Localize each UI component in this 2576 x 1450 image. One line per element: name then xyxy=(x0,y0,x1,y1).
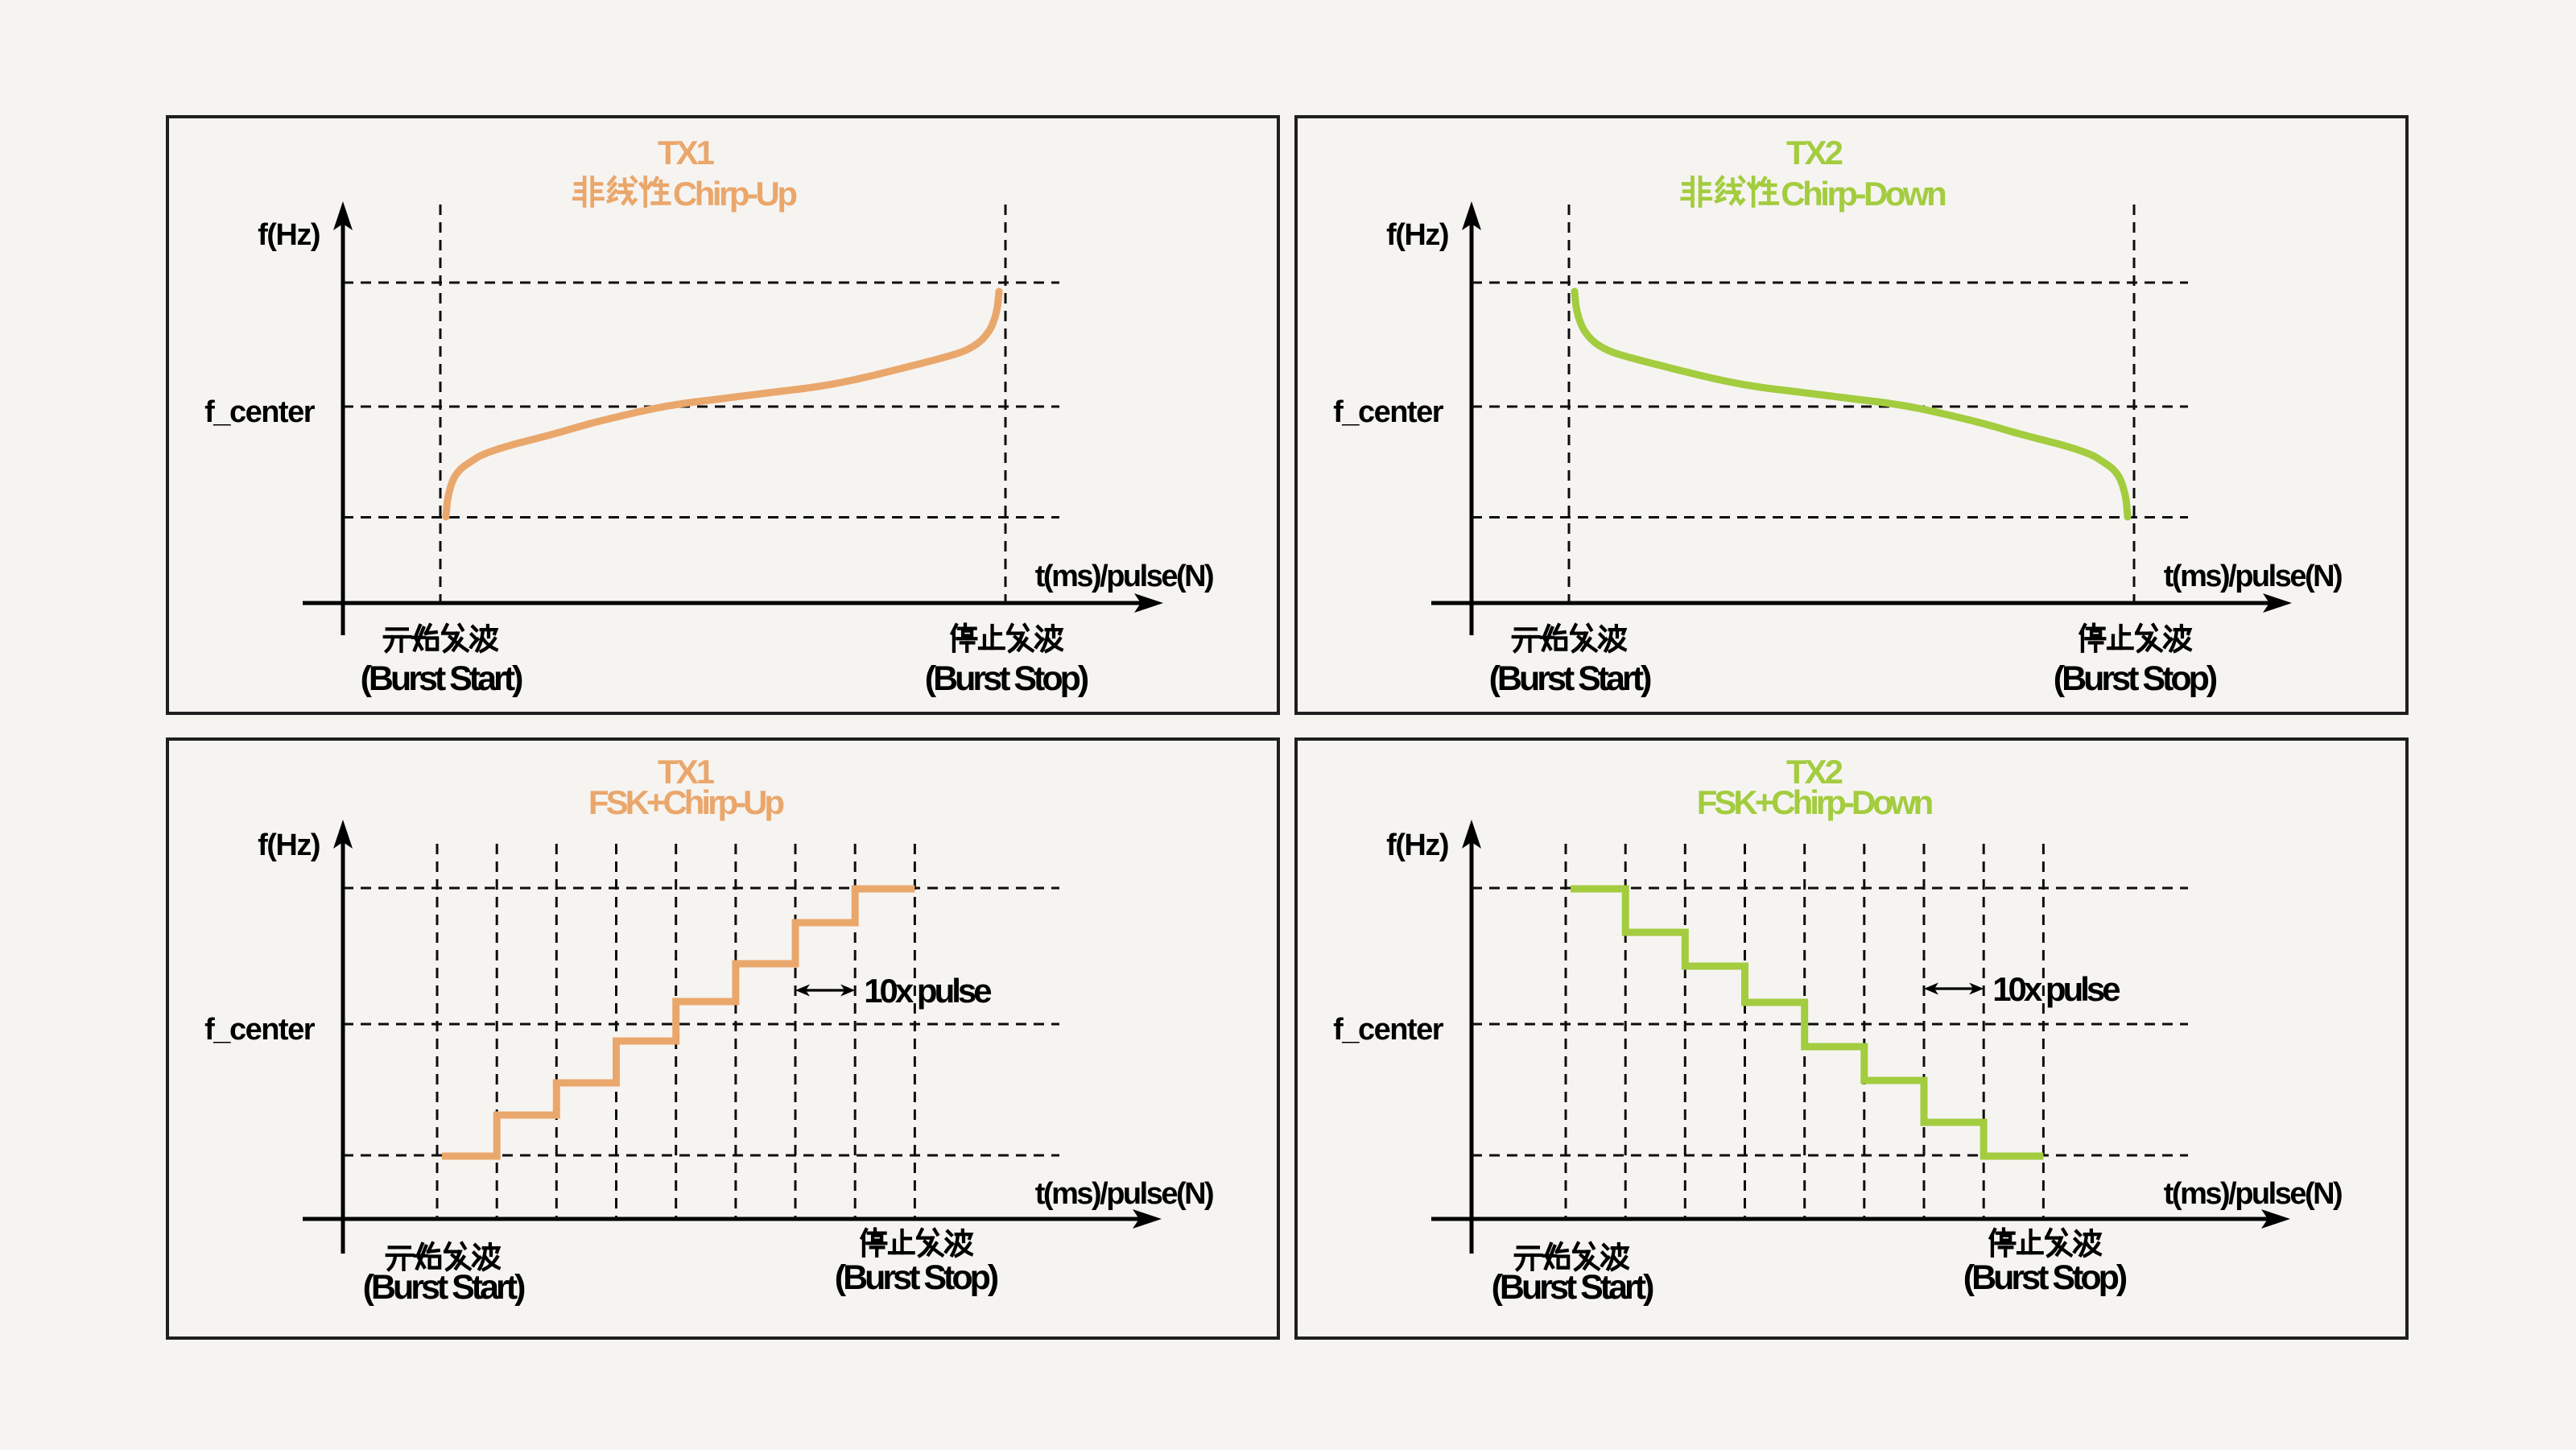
svg-text:f(Hz): f(Hz) xyxy=(258,828,320,862)
svg-text:(Burst Stop): (Burst Stop) xyxy=(925,659,1088,698)
svg-text:FSK+Chirp-Up: FSK+Chirp-Up xyxy=(588,783,784,821)
svg-text:(Burst Start): (Burst Start) xyxy=(1492,1268,1654,1307)
svg-text:10x pulse: 10x pulse xyxy=(864,972,991,1010)
svg-text:TX2: TX2 xyxy=(1786,134,1843,171)
svg-text:TX1: TX1 xyxy=(658,753,715,791)
svg-text:10x pulse: 10x pulse xyxy=(1992,970,2120,1008)
svg-text:(Burst Stop): (Burst Stop) xyxy=(1963,1258,2127,1297)
svg-text:f_center: f_center xyxy=(1333,395,1444,429)
svg-text:TX1: TX1 xyxy=(658,134,715,171)
svg-text:TX2: TX2 xyxy=(1786,753,1843,791)
svg-text:t(ms)/pulse(N): t(ms)/pulse(N) xyxy=(2164,560,2342,593)
svg-text:(Burst Stop): (Burst Stop) xyxy=(2054,659,2217,698)
svg-text:t(ms)/pulse(N): t(ms)/pulse(N) xyxy=(2164,1177,2342,1211)
svg-text:f(Hz): f(Hz) xyxy=(1386,218,1448,252)
svg-text:(Burst Stop): (Burst Stop) xyxy=(835,1258,998,1297)
svg-text:(Burst Start): (Burst Start) xyxy=(361,659,523,698)
svg-text:(Burst Start): (Burst Start) xyxy=(363,1268,526,1307)
svg-text:t(ms)/pulse(N): t(ms)/pulse(N) xyxy=(1035,1177,1213,1211)
svg-text:(Burst Start): (Burst Start) xyxy=(1489,659,1652,698)
svg-text:Chirp-Down: Chirp-Down xyxy=(1781,175,1946,213)
svg-text:f(Hz): f(Hz) xyxy=(1386,828,1448,862)
svg-text:t(ms)/pulse(N): t(ms)/pulse(N) xyxy=(1035,560,1213,593)
svg-text:Chirp-Up: Chirp-Up xyxy=(673,175,796,213)
svg-text:FSK+Chirp-Down: FSK+Chirp-Down xyxy=(1697,783,1933,821)
svg-text:f_center: f_center xyxy=(1333,1013,1444,1047)
svg-text:f_center: f_center xyxy=(204,1013,316,1047)
svg-text:f(Hz): f(Hz) xyxy=(258,218,320,252)
svg-text:f_center: f_center xyxy=(204,395,316,429)
